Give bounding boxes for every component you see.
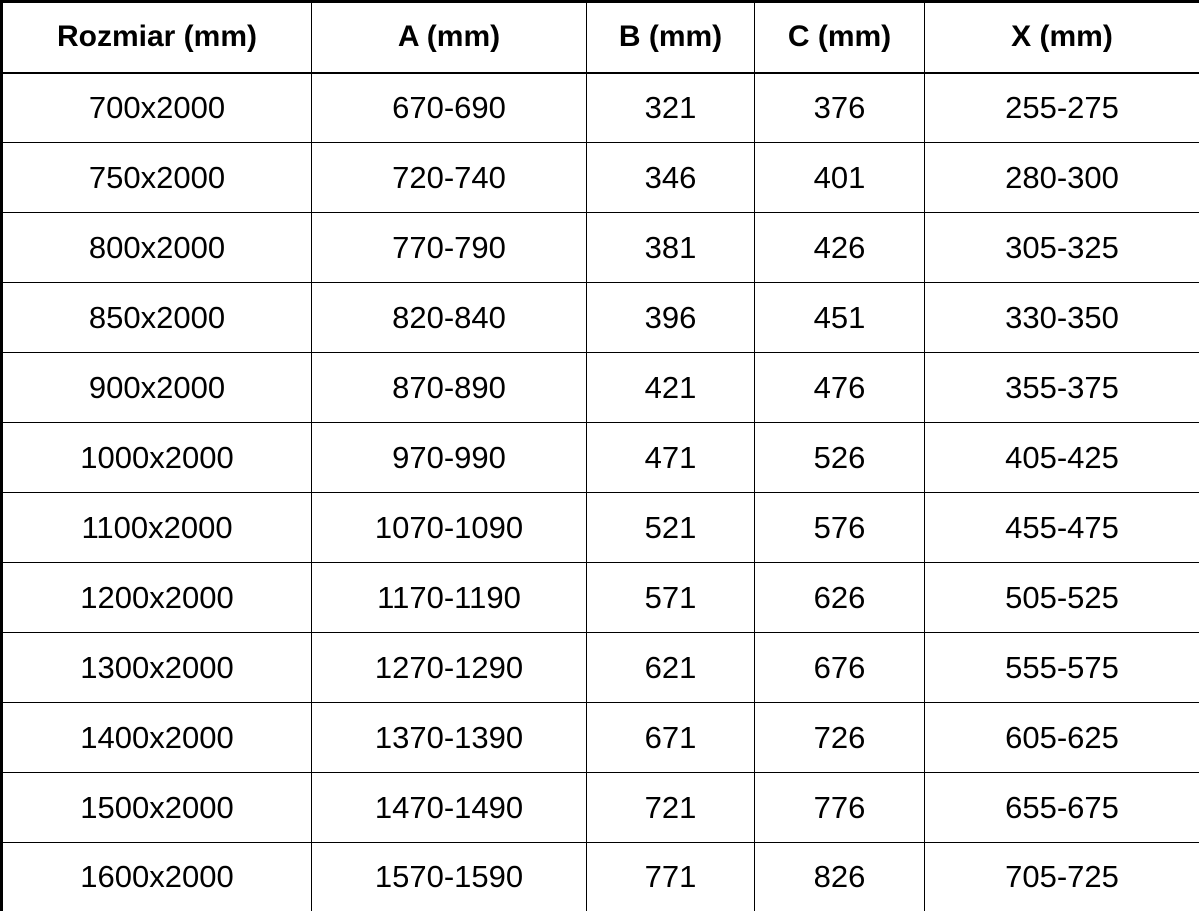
table-cell: 471 (586, 422, 755, 493)
table-body: 700x2000 670-690 321 376 255-275 750x2000 720-… (1, 72, 1199, 911)
table-cell: 655-675 (924, 772, 1199, 843)
table-cell: 305-325 (924, 212, 1199, 283)
table-cell: 970-990 (311, 422, 587, 493)
table-cell: 355-375 (924, 352, 1199, 423)
table-row: 800x2000 770-790 381 426 305-325 (1, 212, 1199, 283)
table-cell: 676 (754, 632, 925, 703)
table-cell: 800x2000 (1, 212, 312, 283)
table-row: 1600x2000 1570-1590 771 826 705-725 (1, 842, 1199, 911)
table-cell: 826 (754, 842, 925, 911)
table-row: 700x2000 670-690 321 376 255-275 (1, 72, 1199, 143)
table-cell: 1370-1390 (311, 702, 587, 773)
table-row: 850x2000 820-840 396 451 330-350 (1, 282, 1199, 353)
table-cell: 426 (754, 212, 925, 283)
table-cell: 771 (586, 842, 755, 911)
table-cell: 721 (586, 772, 755, 843)
table-cell: 820-840 (311, 282, 587, 353)
table-row: 1500x2000 1470-1490 721 776 655-675 (1, 772, 1199, 843)
table-cell: 1170-1190 (311, 562, 587, 633)
table-cell: 381 (586, 212, 755, 283)
table-cell: 1470-1490 (311, 772, 587, 843)
table-cell: 505-525 (924, 562, 1199, 633)
table-cell: 321 (586, 72, 755, 143)
table-cell: 571 (586, 562, 755, 633)
header-row: Rozmiar (mm) A (mm) B (mm) C (mm) X (mm) (1, 1, 1199, 74)
table-cell: 521 (586, 492, 755, 563)
table-cell: 1200x2000 (1, 562, 312, 633)
table-cell: 1300x2000 (1, 632, 312, 703)
table-cell: 770-790 (311, 212, 587, 283)
table-cell: 700x2000 (1, 72, 312, 143)
table-cell: 376 (754, 72, 925, 143)
table-cell: 850x2000 (1, 282, 312, 353)
table-cell: 280-300 (924, 142, 1199, 213)
table-row: 1000x2000 970-990 471 526 405-425 (1, 422, 1199, 493)
table-row: 1300x2000 1270-1290 621 676 555-575 (1, 632, 1199, 703)
table-cell: 555-575 (924, 632, 1199, 703)
table-row: 1100x2000 1070-1090 521 576 455-475 (1, 492, 1199, 563)
column-header-b: B (mm) (586, 1, 755, 74)
column-header-rozmiar: Rozmiar (mm) (1, 1, 312, 74)
column-header-c: C (mm) (754, 1, 925, 74)
table-cell: 670-690 (311, 72, 587, 143)
column-header-a: A (mm) (311, 1, 587, 74)
table-cell: 1600x2000 (1, 842, 312, 911)
table-cell: 576 (754, 492, 925, 563)
table-cell: 255-275 (924, 72, 1199, 143)
table-cell: 396 (586, 282, 755, 353)
table-cell: 605-625 (924, 702, 1199, 773)
table-cell: 1570-1590 (311, 842, 587, 911)
table-cell: 1400x2000 (1, 702, 312, 773)
table-row: 1400x2000 1370-1390 671 726 605-625 (1, 702, 1199, 773)
table-cell: 1000x2000 (1, 422, 312, 493)
table-cell: 330-350 (924, 282, 1199, 353)
table-cell: 776 (754, 772, 925, 843)
table-cell: 900x2000 (1, 352, 312, 423)
table-cell: 1100x2000 (1, 492, 312, 563)
table-cell: 750x2000 (1, 142, 312, 213)
table-cell: 870-890 (311, 352, 587, 423)
table-cell: 476 (754, 352, 925, 423)
table-cell: 671 (586, 702, 755, 773)
table-cell: 1070-1090 (311, 492, 587, 563)
table-cell: 621 (586, 632, 755, 703)
table-row: 1200x2000 1170-1190 571 626 505-525 (1, 562, 1199, 633)
table-cell: 1500x2000 (1, 772, 312, 843)
table-cell: 1270-1290 (311, 632, 587, 703)
table-cell: 451 (754, 282, 925, 353)
table-cell: 720-740 (311, 142, 587, 213)
table-cell: 346 (586, 142, 755, 213)
table-cell: 626 (754, 562, 925, 633)
table-cell: 455-475 (924, 492, 1199, 563)
table-cell: 401 (754, 142, 925, 213)
table-cell: 705-725 (924, 842, 1199, 911)
table-row: 750x2000 720-740 346 401 280-300 (1, 142, 1199, 213)
table-cell: 405-425 (924, 422, 1199, 493)
column-header-x: X (mm) (924, 1, 1199, 74)
table-cell: 421 (586, 352, 755, 423)
table-cell: 526 (754, 422, 925, 493)
table-cell: 726 (754, 702, 925, 773)
table-row: 900x2000 870-890 421 476 355-375 (1, 352, 1199, 423)
